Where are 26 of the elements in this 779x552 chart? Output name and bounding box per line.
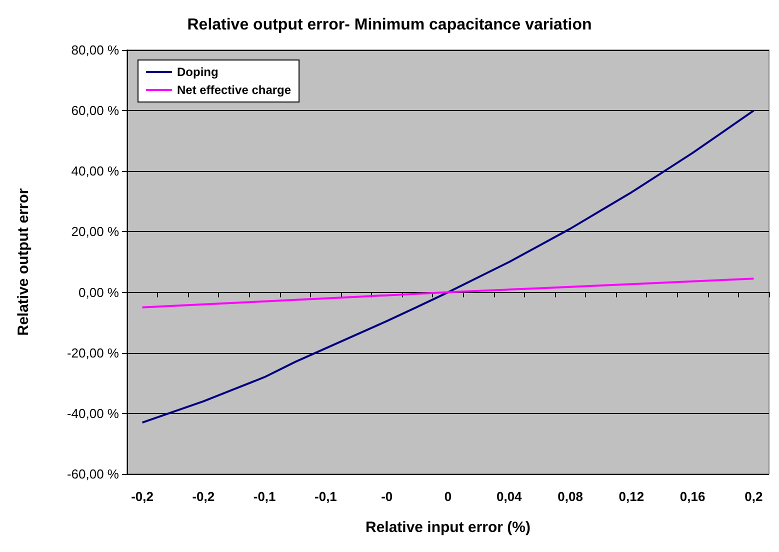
y-tick-label: 20,00 % xyxy=(71,224,120,240)
x-tick-label: 0 xyxy=(444,489,452,504)
legend-label: Doping xyxy=(177,65,218,79)
x-tick-label: 0,08 xyxy=(558,489,583,504)
y-tick-label: 40,00 % xyxy=(71,164,120,179)
y-tick-label: 80,00 % xyxy=(71,42,120,58)
line-series xyxy=(141,278,755,308)
y-tick-label: -20,00 % xyxy=(66,345,120,360)
y-tick-label: -60,00 % xyxy=(66,466,120,482)
x-tick-label: 0,16 xyxy=(680,489,706,504)
y-tick-label: -40,00 % xyxy=(66,406,120,421)
x-tick-label: 0,2 xyxy=(744,489,763,504)
y-axis-title: Relative output error xyxy=(15,188,32,336)
y-tick-label: 60,00 % xyxy=(71,103,120,118)
x-tick-label: -0,2 xyxy=(131,489,154,504)
chart-title: Relative output error- Minimum capacitance variation xyxy=(187,16,592,34)
x-tick-label: -0 xyxy=(381,489,393,504)
x-tick-label: -0,2 xyxy=(192,489,215,504)
x-tick-label: -0,1 xyxy=(253,489,276,504)
y-tick-label: 0,00 % xyxy=(78,284,120,300)
x-tick-label: -0,1 xyxy=(314,489,337,504)
line-series xyxy=(141,110,755,424)
x-tick-label: 0,12 xyxy=(618,489,644,504)
legend-label: Net effective charge xyxy=(177,83,292,97)
x-tick-label: 0,04 xyxy=(496,489,523,504)
x-axis-title: Relative input error (%) xyxy=(365,519,531,536)
